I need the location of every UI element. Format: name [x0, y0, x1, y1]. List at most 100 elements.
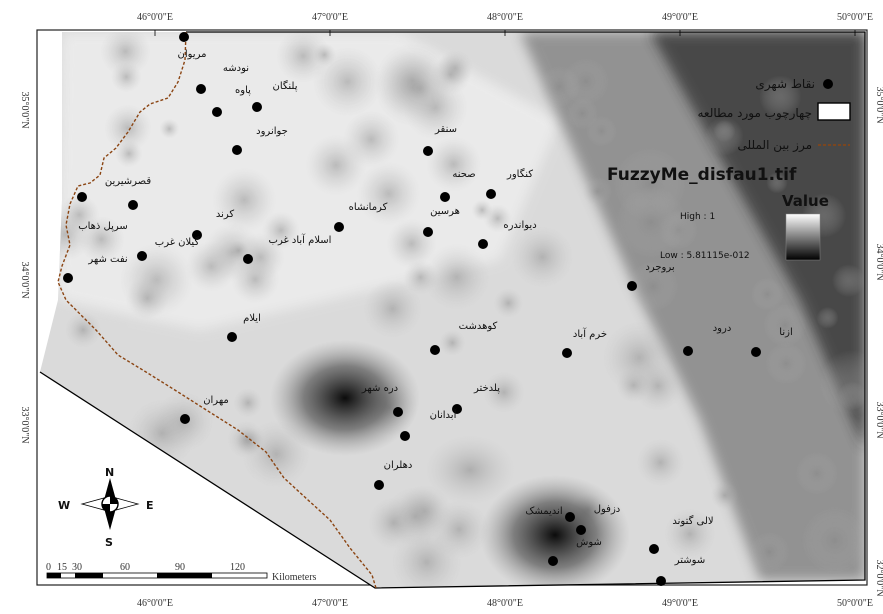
city-point: [430, 345, 440, 355]
city-label: دره شهر: [361, 383, 398, 394]
raster-cell: [374, 43, 450, 118]
raster-cell: [710, 481, 739, 510]
right-tick-label: 34°0'0"N: [874, 243, 883, 280]
city-label: سنقر: [434, 124, 457, 135]
value-heading: Value: [782, 192, 829, 210]
legend-point-symbol: [823, 79, 833, 89]
raster-cell: [766, 172, 788, 194]
top-tick-label: 49°0'0"E: [662, 12, 698, 23]
city-point: [196, 84, 206, 94]
city-point: [227, 332, 237, 342]
raster-cell: [816, 306, 839, 329]
raster-cell: [305, 134, 367, 196]
city-point: [180, 414, 190, 424]
city-point: [77, 192, 87, 202]
bottom-tick-label: 50°0'0"E: [837, 598, 873, 609]
right-tick-label: 32°0'0"N: [874, 559, 883, 596]
left-tick-label: 35°0'0"N: [19, 91, 30, 128]
raster-cell: [312, 43, 337, 67]
city-label: صحنه: [452, 169, 475, 180]
city-points-layer: مریوان نودشه پاوه پلنگان جوانرود سنقر کنگاور صح…: [63, 32, 793, 586]
city-label: خرم آباد: [573, 327, 607, 340]
city-label: کنگاور: [506, 168, 533, 180]
city-point: [400, 431, 410, 441]
city-label: نفت شهر: [87, 254, 127, 265]
scale-unit: Kilometers: [272, 572, 317, 583]
city-label: شوشتر: [674, 555, 705, 566]
city-label: ایلام: [243, 313, 261, 324]
high-label: High : 1: [680, 212, 715, 222]
city-point: [576, 525, 586, 535]
raster-cell: [100, 32, 151, 77]
low-label: Low : 5.81115e-012: [660, 251, 750, 261]
raster-cell: [276, 32, 331, 83]
legend-frame-symbol: [817, 102, 851, 121]
city-point: [683, 346, 693, 356]
raster-cell: [602, 320, 677, 395]
city-label: اندیمشک: [525, 506, 562, 517]
raster-cell: [482, 371, 525, 414]
scale-label: 120: [230, 562, 245, 573]
raster-cell: [758, 75, 802, 118]
raster-cell: [763, 303, 807, 347]
raster-cell: [65, 312, 101, 348]
city-label: پاوه: [235, 85, 251, 96]
city-point: [374, 480, 384, 490]
city-label: کوهدشت: [459, 321, 498, 332]
city-point: [192, 230, 202, 240]
bottom-tick-label: 49°0'0"E: [662, 598, 698, 609]
city-point: [423, 227, 433, 237]
raster-cell: [261, 211, 300, 250]
city-point: [423, 146, 433, 156]
city-point: [243, 254, 253, 264]
raster-cell: [636, 438, 685, 487]
raster-cell: [423, 243, 491, 311]
city-label: پلدختر: [473, 383, 500, 394]
raster-cell: [511, 225, 574, 289]
city-point: [452, 404, 462, 414]
city-label: دهلران: [384, 460, 413, 471]
raster-cell: [367, 496, 420, 549]
city-label: بروجرد: [645, 262, 674, 273]
city-point: [63, 273, 73, 283]
city-label: اسلام آباد غرب: [269, 233, 332, 246]
legend-points-label: نقاط شهری: [755, 77, 815, 92]
raster-cell: [838, 381, 865, 411]
top-tick-label: 46°0'0"E: [137, 12, 173, 23]
raster-cell: [125, 276, 169, 320]
city-point: [751, 347, 761, 357]
city-point: [440, 192, 450, 202]
city-label: نودشه: [223, 63, 249, 74]
raster-cell: [615, 186, 688, 259]
city-point: [565, 512, 575, 522]
scale-label: 60: [120, 562, 130, 573]
study-frame-outline: [39, 31, 866, 589]
value-color-ramp: [785, 213, 821, 261]
raster-cell: [627, 260, 679, 312]
city-label: شوش: [576, 537, 602, 548]
city-label: آبدانان: [430, 408, 458, 421]
city-label: دزفول: [594, 504, 621, 515]
left-tick-label: 33°0'0"N: [19, 406, 30, 443]
raster-cell: [115, 139, 143, 168]
raster-cell: [104, 104, 152, 152]
raster-cell: [795, 451, 839, 495]
compass-s: S: [105, 536, 113, 549]
city-label: قصرشیرین: [105, 176, 151, 187]
raster-cell: [111, 61, 142, 93]
raster-cell: [356, 161, 421, 226]
raster-cell: [664, 508, 716, 560]
top-tick-label: 48°0'0"E: [487, 12, 523, 23]
raster-cell: [227, 421, 265, 459]
city-point: [656, 576, 666, 586]
city-label: جوانرود: [256, 126, 288, 137]
raster-cell: [704, 116, 744, 156]
raster-cell: [831, 264, 865, 298]
raster-cell: [585, 115, 618, 147]
top-tick-label: 50°0'0"E: [837, 12, 873, 23]
city-point: [128, 200, 138, 210]
legend: نقاط شهری چهارچوب مورد مطالعه مرز بین ال…: [607, 77, 851, 261]
city-label: مریوان: [178, 49, 207, 60]
